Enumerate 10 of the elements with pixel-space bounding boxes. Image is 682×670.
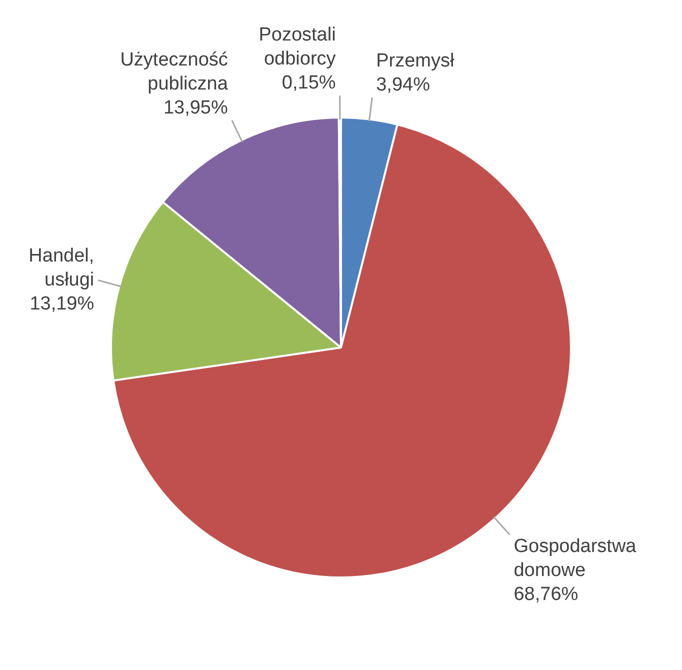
slice-label: Przemysł <box>376 50 456 72</box>
data-label: 3,94% <box>376 74 430 96</box>
slice-label: Pozostali odbiorcy <box>258 24 336 70</box>
data-label: 68,76% <box>514 584 578 605</box>
data-label: 13,19% <box>30 293 94 314</box>
slice-label: Gospodarstwa domowe <box>514 536 637 581</box>
data-label: 13,95% <box>163 98 228 119</box>
data-label: 0,15% <box>282 72 336 94</box>
slice-label: Użyteczność publiczna <box>120 50 228 95</box>
slice-label: Handel, usługi <box>28 245 94 290</box>
